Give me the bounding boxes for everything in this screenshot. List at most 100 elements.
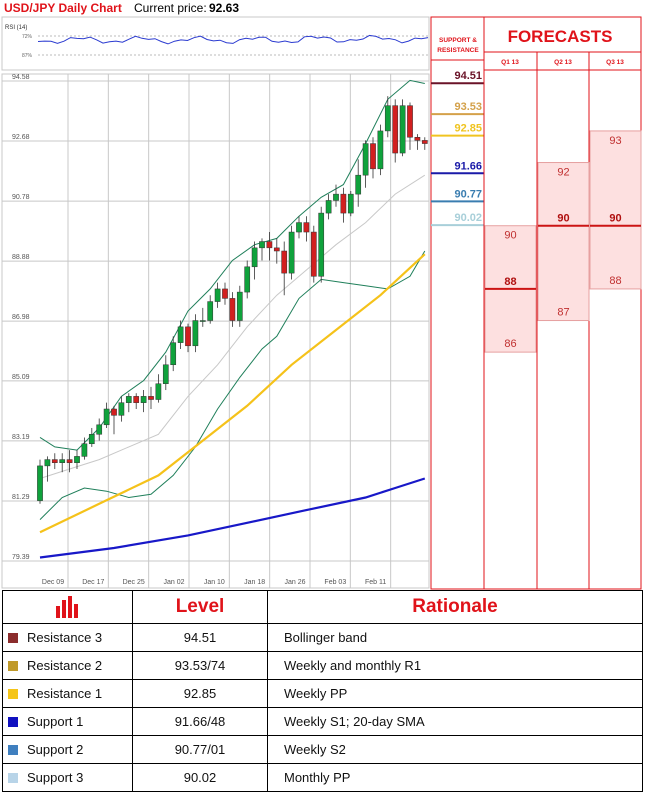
chart-title: USD/JPY Daily Chart <box>4 1 122 15</box>
candles-layer <box>37 96 428 504</box>
bar-chart-icon <box>55 595 78 618</box>
candle <box>273 238 280 264</box>
forecast-median: 90 <box>609 213 621 225</box>
rsi-panel: RSI (14) 72% 87% <box>1 16 430 71</box>
forecast-boxes: 90 88 86 92 90 87 93 90 88 <box>484 130 642 353</box>
candle <box>347 190 354 217</box>
sr-panel-title-line1: SUPPORT & <box>439 37 477 44</box>
candle <box>125 393 132 413</box>
series-bb_mid <box>39 174 426 479</box>
sr-level: 90.77 <box>431 188 484 203</box>
candle <box>414 134 421 150</box>
sr-level: 91.66 <box>431 160 484 175</box>
x-tick-label: Dec 09 <box>42 579 64 586</box>
rsi-level-upper: 72% <box>22 34 33 40</box>
sr-level: 90.02 <box>431 212 484 227</box>
sr-levels: 94.51 93.53 92.85 91.66 90.77 90.02 <box>431 70 484 227</box>
candle <box>325 194 332 220</box>
candle <box>140 390 147 413</box>
y-tick-label: 90.78 <box>12 194 30 201</box>
sr-level-label: 90.77 <box>454 188 482 200</box>
candle <box>44 456 51 482</box>
candle <box>96 418 103 441</box>
candle <box>281 241 288 296</box>
y-tick-label: 85.09 <box>12 374 30 381</box>
candle <box>377 124 384 176</box>
level-name-cell: Resistance 1 <box>2 679 133 708</box>
chart-area: USD/JPY Daily Chart Current price: 92.63… <box>1 1 642 590</box>
candle <box>111 405 117 435</box>
y-tick-label: 88.88 <box>12 254 30 261</box>
x-axis: Dec 09 Dec 17 Dec 25 Jan 02 Jan 10 Jan 18 Jan … <box>42 579 387 586</box>
candle <box>81 437 88 460</box>
candle <box>421 137 428 150</box>
level-name: Resistance 1 <box>27 686 103 701</box>
candle <box>199 307 206 327</box>
candle <box>236 285 243 327</box>
x-tick-label: Feb 11 <box>365 579 386 586</box>
bar-chart-header-cell <box>2 590 133 624</box>
forecast-box: 90 88 86 <box>484 225 537 353</box>
candle <box>384 96 391 138</box>
table-row: Support 3 90.02 Monthly PP <box>2 763 643 792</box>
sr-level-label: 92.85 <box>454 123 482 135</box>
candle <box>162 355 169 391</box>
level-name-cell: Support 2 <box>2 735 133 764</box>
candle <box>148 386 154 410</box>
candle <box>37 459 43 504</box>
level-color-swatch <box>8 689 18 699</box>
candle <box>185 323 191 353</box>
candle <box>259 238 265 261</box>
rsi-line <box>37 34 429 45</box>
forecast-low: 88 <box>609 275 621 287</box>
level-value: 90.77/01 <box>132 735 268 764</box>
y-tick-label: 86.98 <box>12 314 30 321</box>
level-color-swatch <box>8 661 18 671</box>
candle <box>407 102 413 150</box>
level-name: Support 1 <box>27 714 84 729</box>
candle <box>362 140 369 188</box>
candle <box>318 206 325 283</box>
rsi-label: RSI (14) <box>5 25 27 31</box>
sr-level-label: 90.02 <box>454 212 482 224</box>
candle <box>229 292 236 327</box>
rationale-column-header: Rationale <box>267 590 643 624</box>
forecast-quarter-q1: Q1 13 <box>501 59 519 66</box>
x-tick-label: Feb 03 <box>324 579 346 586</box>
candle <box>170 336 177 372</box>
table-row: Support 2 90.77/01 Weekly S2 <box>2 735 643 764</box>
candle <box>288 225 295 280</box>
levels-table: Level Rationale Resistance 3 94.51 Bolli… <box>2 590 643 792</box>
level-value: 90.02 <box>132 763 268 792</box>
candle <box>74 450 80 470</box>
rsi-level-lower: 87% <box>22 53 33 59</box>
candle <box>177 320 184 349</box>
level-column-header: Level <box>132 590 268 624</box>
x-tick-label: Jan 10 <box>204 579 225 586</box>
forecast-low: 87 <box>557 307 569 319</box>
sr-level-label: 94.51 <box>454 70 482 82</box>
rsi-frame <box>1 16 430 71</box>
table-row: Resistance 3 94.51 Bollinger band <box>2 623 643 652</box>
level-value: 94.51 <box>132 623 268 652</box>
candle <box>192 314 199 353</box>
candle <box>103 402 110 428</box>
candle <box>310 225 317 283</box>
level-rationale: Bollinger band <box>267 623 643 652</box>
level-rationale: Weekly S1; 20-day SMA <box>267 707 643 736</box>
candle <box>207 295 214 324</box>
forecasts-title: FORECASTS <box>508 27 613 46</box>
candle <box>370 137 376 179</box>
level-name: Support 3 <box>27 770 84 785</box>
y-tick-label: 92.68 <box>12 134 30 141</box>
candle <box>214 282 221 308</box>
candle <box>222 282 228 305</box>
forecast-high: 90 <box>504 230 516 242</box>
forecast-high: 93 <box>609 135 621 147</box>
candle <box>244 260 251 299</box>
x-tick-label: Dec 25 <box>123 579 145 586</box>
sr-level-label: 91.66 <box>454 160 482 172</box>
y-tick-label: 94.58 <box>12 74 30 81</box>
x-tick-label: Jan 26 <box>284 579 305 586</box>
